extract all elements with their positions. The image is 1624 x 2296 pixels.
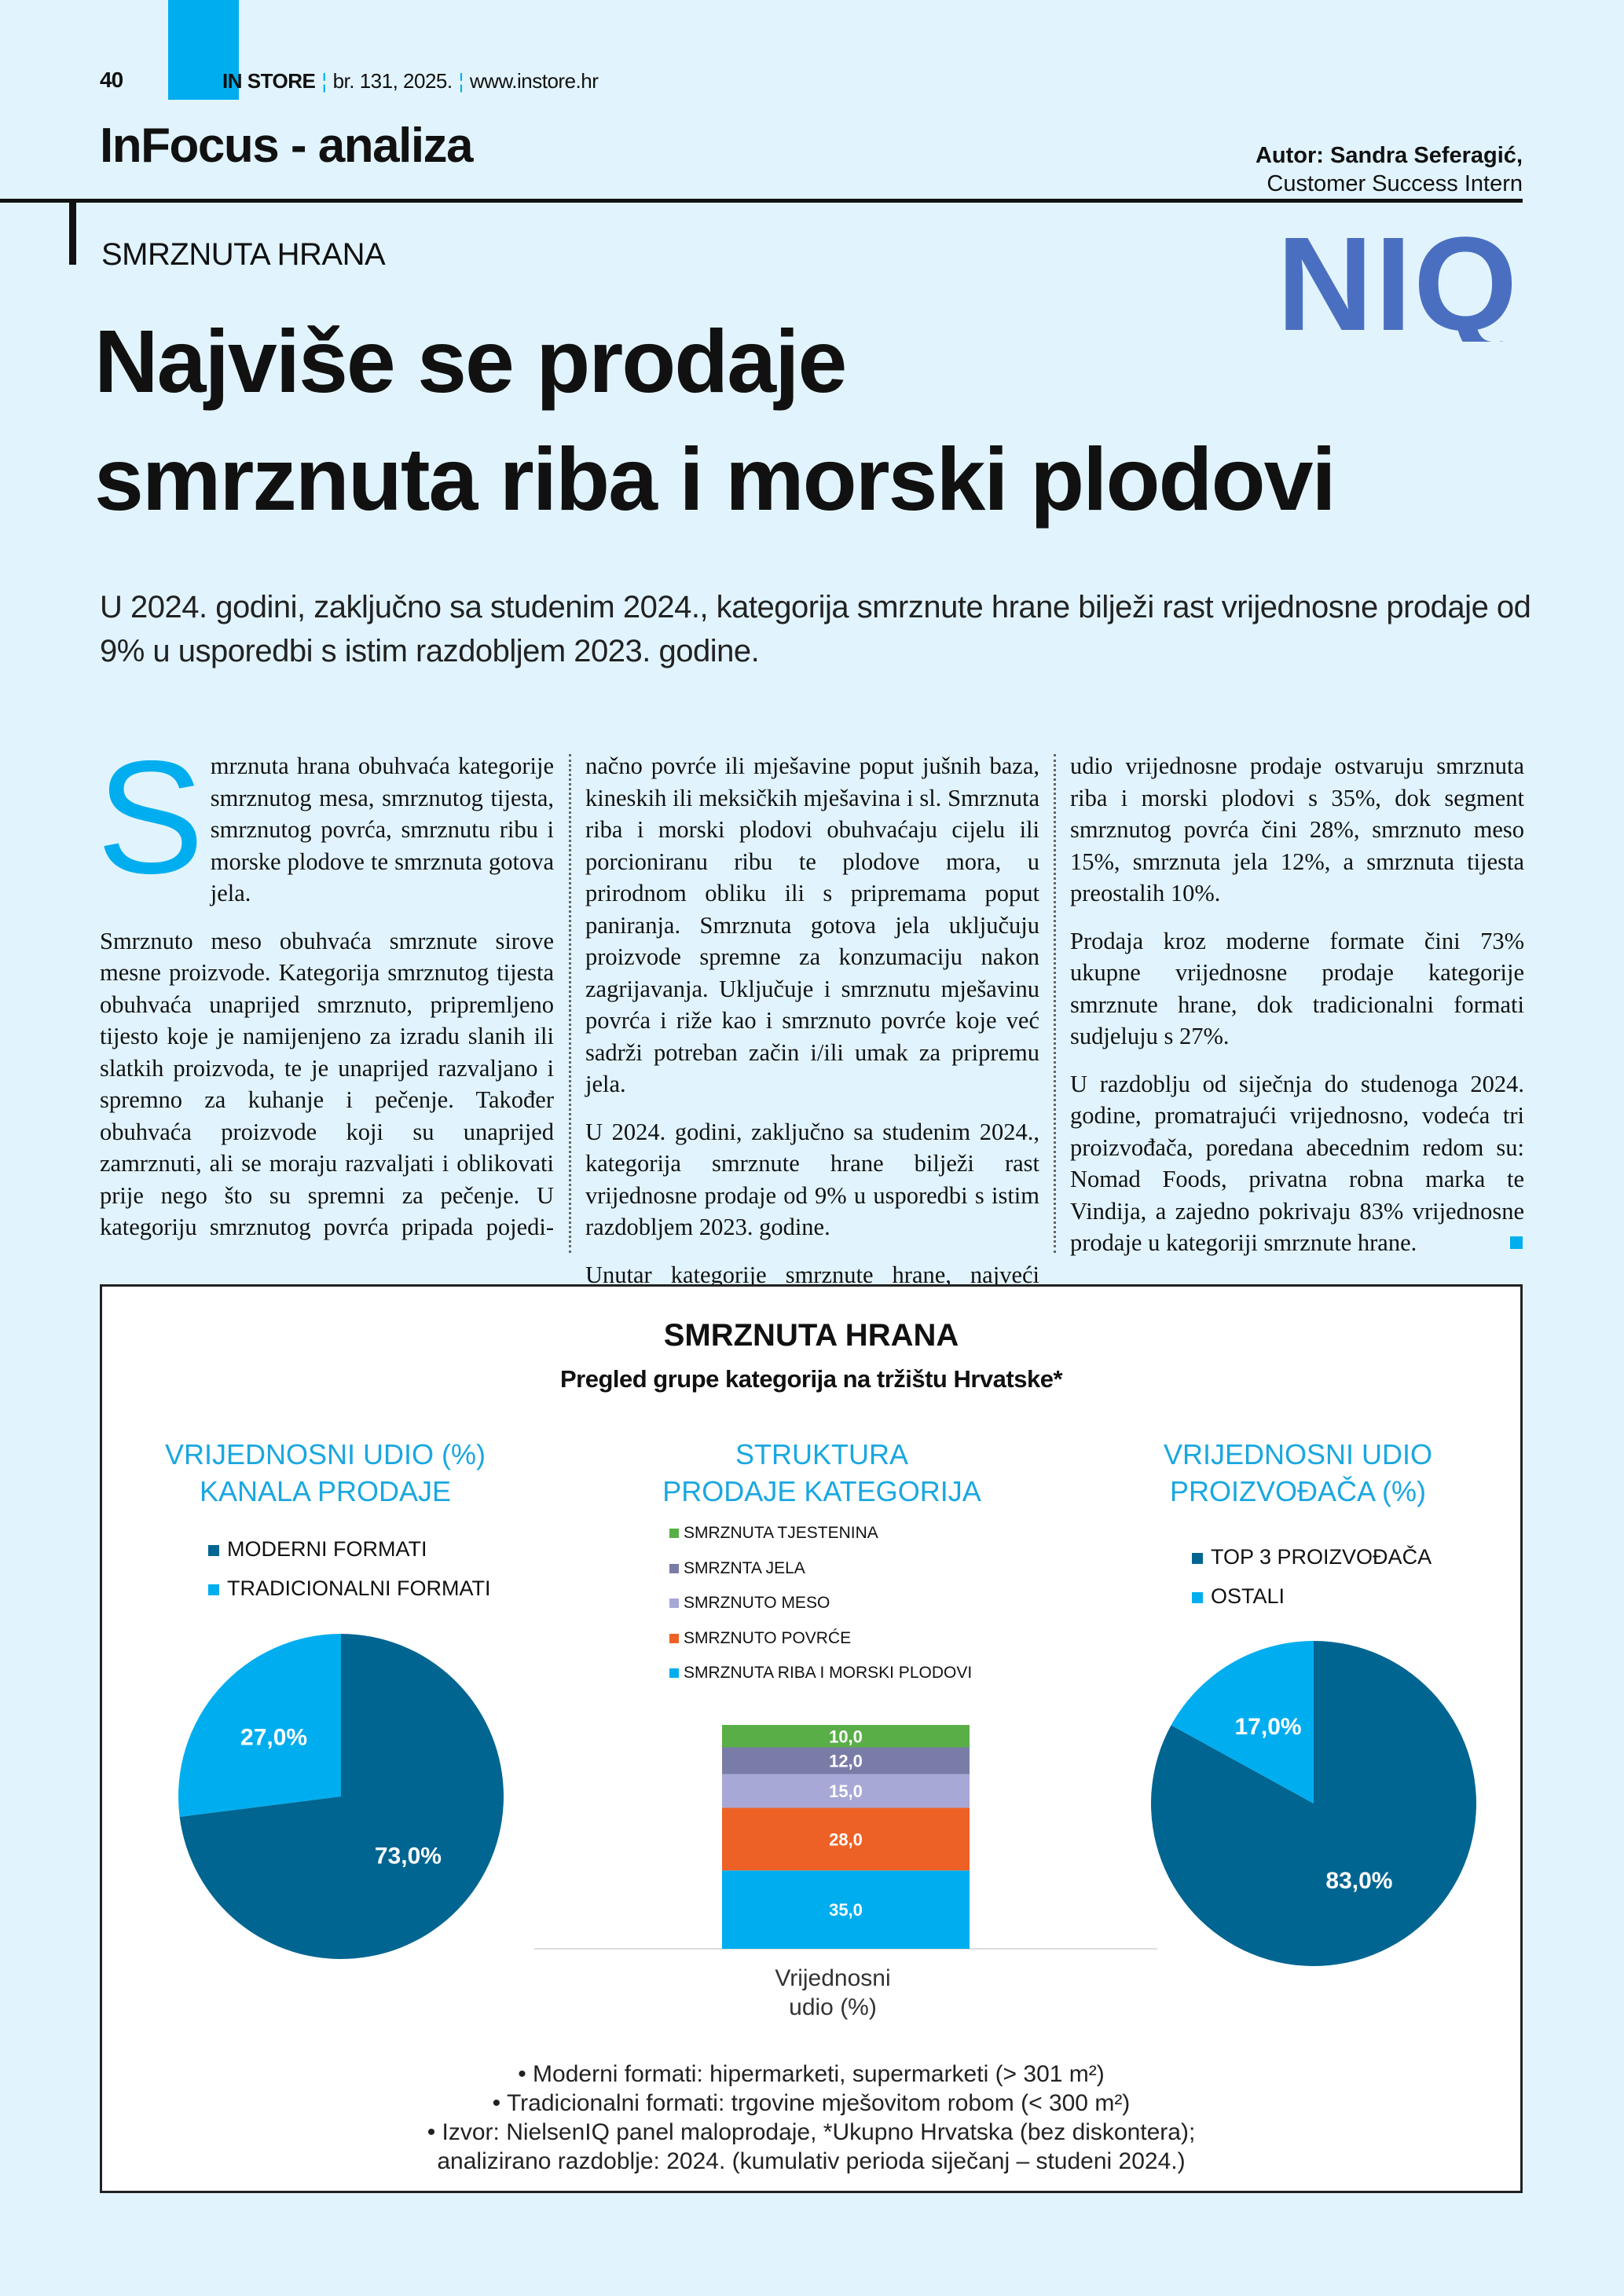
article-column-3: udio vrijednosne prodaje ostvaruju smrzn… (1070, 750, 1524, 1275)
legend-item: SMRZNUTO MESO (669, 1586, 972, 1621)
website-link[interactable]: www.instore.hr (469, 69, 599, 93)
paragraph: Unutar kategorije smrznute hrane, najveć… (585, 1261, 1039, 1288)
headline-line: smrznuta riba i morski plodovi (94, 430, 1336, 529)
legend-item: MODERNI FORMATI (208, 1529, 491, 1569)
author-name: Autor: Sandra Seferagić, (1255, 143, 1523, 168)
pie-data-label: 73,0% (375, 1843, 442, 1869)
pie-data-label: 27,0% (240, 1725, 307, 1751)
legend-item: SMRZNUTA TJESTENINA (669, 1516, 972, 1551)
bar-data-label: 10,0 (829, 1727, 863, 1746)
legend-item: SMRZNTA JELA (669, 1551, 972, 1587)
pie-slice (178, 1634, 341, 1817)
infographic-title: SMRZNUTA HRANA (663, 1318, 959, 1353)
manufacturer-share-title: VRIJEDNOSNI UDIO PROIZVOĐAČA (%) (1163, 1438, 1433, 1507)
legend-label: TRADICIONALNI FORMATI (227, 1576, 491, 1600)
bar-category-label: Vrijednosni udio (%) (775, 1965, 891, 2020)
article-column-2: načno povrće ili mješavine poput jušnih … (585, 750, 1039, 1306)
niq-logo: NIQ (1277, 224, 1519, 342)
pie-data-label: 17,0% (1235, 1714, 1302, 1740)
masthead: IN STORE ¦ br. 131, 2025. ¦ www.instore.hr (222, 69, 599, 93)
article-lead: U 2024. godini, zaključno sa studenim 20… (100, 590, 1531, 668)
legend-label: SMRZNTA JELA (684, 1558, 805, 1577)
legend-label: SMRZNUTO POVRĆE (684, 1628, 852, 1647)
paragraph: Smrznuto meso obuhvaća smrznute sirove m… (100, 927, 554, 1241)
drop-cap: S (97, 727, 204, 907)
legend-swatch (669, 1668, 679, 1678)
legend-label: SMRZNUTA RIBA I MORSKI PLODOVI (684, 1664, 973, 1682)
infographic-notes: • Moderni formati: hipermarketi, superma… (100, 2060, 1523, 2176)
column-divider (1054, 754, 1056, 1253)
pie-slice (179, 1634, 504, 1959)
author-role: Customer Success Intern (1267, 171, 1523, 196)
article-headline: Najviše se prodaje smrznuta riba i morski… (94, 302, 1336, 538)
paragraph: udio vrijednosne prodaje ostvaruju smrzn… (1070, 753, 1524, 906)
header-accent-bar (168, 0, 239, 100)
author-byline: Autor: Sandra Seferagić, Customer Success… (1256, 141, 1523, 198)
section-title: InFocus - analiza (100, 119, 474, 173)
note: • Moderni formati: hipermarketi, superma… (518, 2061, 1105, 2087)
niq-logo-text: NIQ (1277, 224, 1519, 342)
manufacturer-legend: TOP 3 PROIZVOĐAČA OSTALI (1192, 1537, 1432, 1616)
bar-data-label: 12,0 (829, 1752, 863, 1771)
bar-data-label: 15,0 (829, 1782, 863, 1801)
legend-label: SMRZNUTO MESO (684, 1594, 830, 1612)
bar-segment (722, 1725, 970, 1748)
paragraph: U razdoblju od siječnja do studenoga 202… (1070, 1070, 1524, 1257)
bar-data-label: 28,0 (829, 1829, 863, 1849)
bar-segment (722, 1807, 970, 1871)
note: analizirano razdoblje: 2024. (kumulativ … (437, 2148, 1186, 2174)
channel-share-title: VRIJEDNOSNI UDIO (%) KANALA PRODAJE (164, 1438, 486, 1507)
legend-swatch (208, 1545, 219, 1556)
legend-label: OSTALI (1211, 1584, 1285, 1608)
page-number: 40 (100, 68, 123, 92)
legend-swatch (208, 1584, 219, 1595)
legend-item: TOP 3 PROIZVOĐAČA (1192, 1537, 1432, 1576)
end-of-article-mark (1510, 1236, 1523, 1249)
paragraph: Prodaja kroz moderne formate čini 73% uk… (1070, 927, 1524, 1050)
channel-legend: MODERNI FORMATI TRADICIONALNI FORMATI (208, 1529, 491, 1608)
category-structure-title: STRUKTURA PRODAJE KATEGORIJA (662, 1438, 981, 1507)
legend-item: OSTALI (1192, 1576, 1432, 1616)
legend-item: TRADICIONALNI FORMATI (208, 1569, 491, 1608)
header-rule (0, 199, 1523, 203)
pie-data-label: 83,0% (1325, 1868, 1392, 1894)
legend-swatch (669, 1563, 679, 1573)
legend-item: SMRZNUTO POVRĆE (669, 1621, 972, 1657)
headline-line: Najviše se prodaje (94, 312, 847, 411)
note: • Tradicionalni formati: trgovine mješov… (492, 2090, 1131, 2116)
article-kicker: SMRZNUTA HRANA (101, 237, 386, 272)
legend-swatch (1192, 1553, 1203, 1564)
category-legend: SMRZNUTA TJESTENINA SMRZNTA JELA SMRZNUTO … (669, 1516, 972, 1691)
paragraph: načno povrće ili mješavine poput jušnih … (585, 753, 1039, 1097)
issue-number: br. 131, 2025. (332, 69, 453, 93)
legend-label: SMRZNUTA TJESTENINA (684, 1524, 878, 1542)
kicker-bar (69, 202, 76, 265)
note: • Izvor: NielsenIQ panel maloprodaje, *U… (427, 2119, 1196, 2145)
pie-slice (1171, 1641, 1314, 1803)
legend-label: TOP 3 PROIZVOĐAČA (1211, 1545, 1432, 1569)
bar-segment (722, 1774, 970, 1808)
column-divider (569, 754, 571, 1253)
paragraph: U 2024. godini, zaključno sa studenim 20… (585, 1118, 1039, 1241)
infographic-subtitle: Pregled grupe kategorija na tržištu Hrva… (559, 1365, 1063, 1393)
legend-swatch (669, 1633, 679, 1643)
legend-swatch (669, 1598, 679, 1608)
legend-label: MODERNI FORMATI (227, 1537, 427, 1561)
legend-swatch (1192, 1592, 1203, 1603)
bar-segment (722, 1870, 970, 1949)
instore-logo: IN STORE (222, 69, 316, 93)
bar-data-label: 35,0 (829, 1900, 863, 1920)
legend-swatch (669, 1529, 679, 1538)
legend-item: SMRZNUTA RIBA I MORSKI PLODOVI (669, 1656, 972, 1691)
bar-segment (722, 1747, 970, 1774)
